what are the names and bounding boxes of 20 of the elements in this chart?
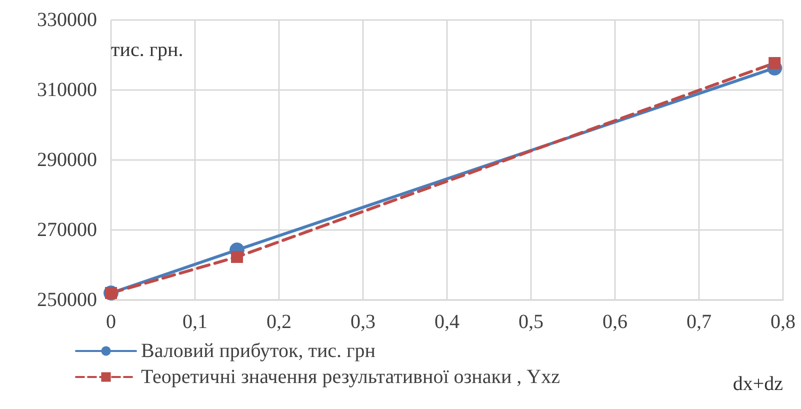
legend-label: Теоретичні значення результативної ознаки , Yxz bbox=[141, 366, 560, 388]
y-axis-title: тис. грн. bbox=[111, 39, 184, 61]
x-tick-label: 0 bbox=[106, 311, 116, 333]
legend-label: Валовий прибуток, тис. грн bbox=[141, 340, 376, 362]
y-tick-label: 270000 bbox=[37, 219, 97, 241]
y-tick-label: 290000 bbox=[37, 149, 97, 171]
x-tick-label: 0,6 bbox=[602, 311, 628, 333]
y-tick-label: 330000 bbox=[37, 9, 97, 31]
y-tick-label: 250000 bbox=[37, 289, 97, 311]
x-tick-label: 0,7 bbox=[686, 311, 712, 333]
x-tick-label: 0,3 bbox=[350, 311, 376, 333]
x-tick-label: 0,8 bbox=[770, 311, 796, 333]
x-axis-title: dx+dz bbox=[732, 373, 784, 395]
x-tick-label: 0,1 bbox=[182, 311, 208, 333]
x-tick-label: 0,2 bbox=[266, 311, 292, 333]
point bbox=[768, 57, 781, 70]
x-tick-label: 0,5 bbox=[518, 311, 544, 333]
y-tick-label: 310000 bbox=[37, 79, 97, 101]
point bbox=[231, 250, 243, 263]
x-tick-label: 0,4 bbox=[434, 311, 460, 333]
